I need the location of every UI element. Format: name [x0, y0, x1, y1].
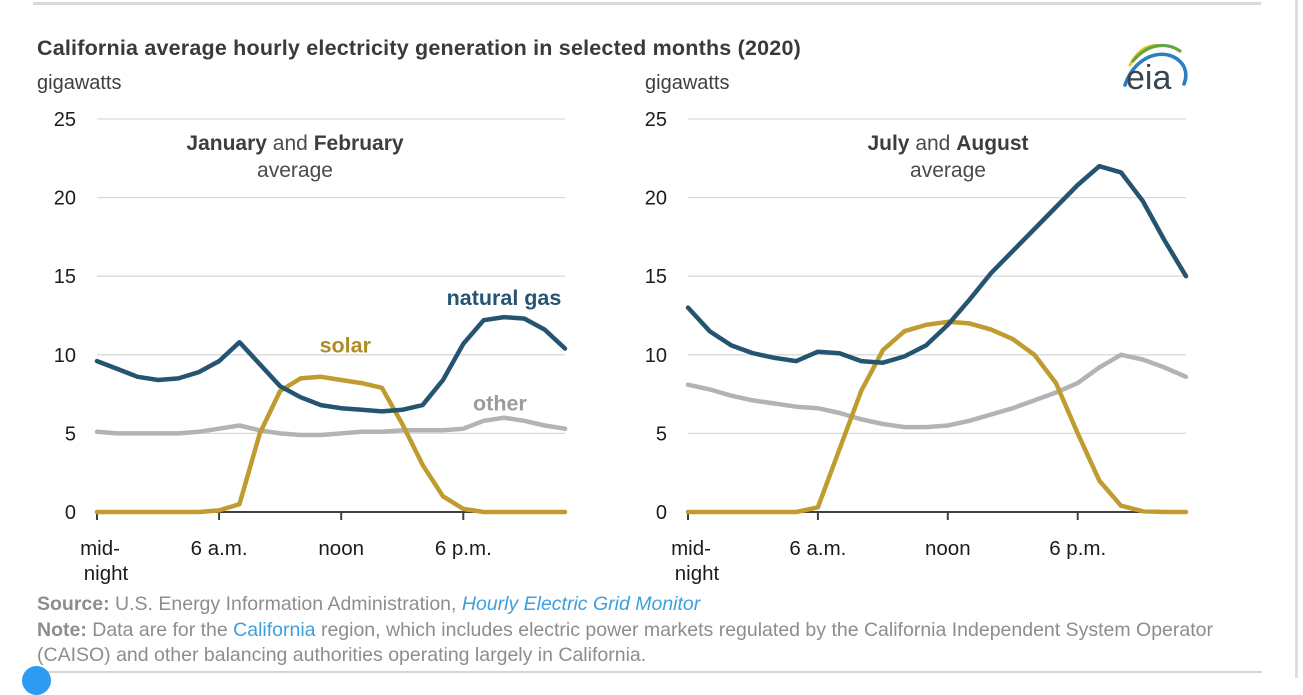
y-tick-label-5: 5	[656, 423, 667, 445]
footer: Source: U.S. Energy Information Administ…	[37, 592, 1269, 669]
x-tick-label-6-0: 6 a.m.	[191, 537, 248, 560]
y-tick-label-25: 25	[645, 109, 667, 131]
california-link[interactable]: California	[233, 618, 316, 641]
chart-july-august: 0 5 10 15 20 25 mid-night 6 a.m. noon 6 p.m. July…	[608, 105, 1228, 605]
series-label-solar: solar	[320, 333, 372, 357]
eia-logo: eia	[1120, 38, 1194, 98]
source-line: Source: U.S. Energy Information Administ…	[37, 592, 1269, 618]
note-line: Note: Data are for the California region…	[37, 618, 1269, 669]
subtitle-suffix: average	[257, 159, 333, 182]
page-right-border	[1295, 0, 1298, 678]
x-tick-label-12-0: noon	[318, 537, 364, 560]
y-tick-label-5: 5	[65, 423, 76, 445]
logo-text: eia	[1126, 59, 1171, 97]
x-tick-label-18-0: 6 p.m.	[435, 537, 492, 560]
series-label-other: other	[473, 392, 527, 416]
source-text: U.S. Energy Information Administration,	[109, 593, 462, 615]
series-line-solar	[94, 374, 568, 515]
page-title: California average hourly electricity ge…	[37, 36, 801, 60]
y-tick-label-15: 15	[54, 266, 76, 288]
subtitle-month-b: August	[956, 132, 1029, 155]
note-label: Note:	[37, 618, 87, 641]
logo-green-arc	[1131, 43, 1182, 63]
chart-subtitle: July and August average	[788, 130, 1108, 184]
y-tick-label-0: 0	[65, 502, 76, 524]
series-line-natural-gas	[94, 314, 568, 414]
x-tick-label-18-0: 6 p.m.	[1049, 537, 1106, 560]
subtitle-suffix: average	[910, 159, 986, 182]
chart-subtitle: January and February average	[135, 130, 455, 184]
y-tick-label-15: 15	[645, 266, 667, 288]
series-line-natural-gas	[685, 163, 1189, 365]
source-link[interactable]: Hourly Electric Grid Monitor	[461, 593, 701, 615]
chart-july-august-svg: 0 5 10 15 20 25 mid-night 6 a.m. noon 6 p.m.	[645, 109, 1189, 585]
x-tick-label-6-0: 6 a.m.	[789, 537, 846, 560]
subtitle-month-a: January	[186, 132, 267, 155]
y-tick-label-10: 10	[645, 345, 667, 367]
y-tick-label-20: 20	[645, 188, 667, 210]
chart-january-february-svg: 0 5 10 15 20 25 mid-night 6 a.m. noon 6 p.m. other…	[54, 109, 568, 585]
x-tick-label-0-1: night	[675, 562, 720, 585]
series-label-natural-gas: natural gas	[447, 286, 562, 310]
series-line-solar	[685, 319, 1189, 515]
card-top-border	[33, 2, 1261, 5]
series-line-other	[94, 415, 568, 438]
card-bottom-border	[33, 671, 1262, 673]
subtitle-joiner: and	[266, 132, 314, 155]
logo-blue-arc	[1123, 52, 1188, 87]
subtitle-month-b: February	[313, 132, 404, 155]
subtitle-joiner: and	[909, 132, 957, 155]
y-tick-label-25: 25	[54, 109, 76, 131]
note-text-pre: Data are for the	[86, 618, 234, 641]
subtitle-month-a: July	[867, 132, 910, 155]
x-tick-label-0-1: night	[84, 562, 129, 585]
x-tick-label-0-0: mid-	[80, 537, 120, 560]
y-axis-unit-right: gigawatts	[645, 72, 730, 94]
y-tick-label-0: 0	[656, 502, 667, 524]
series-line-other	[685, 352, 1189, 430]
source-label: Source:	[37, 593, 110, 615]
y-tick-label-20: 20	[54, 188, 76, 210]
x-tick-label-0-0: mid-	[671, 537, 711, 560]
y-axis-unit-left: gigawatts	[37, 72, 122, 94]
chart-january-february: 0 5 10 15 20 25 mid-night 6 a.m. noon 6 p.m. other…	[20, 105, 640, 605]
note-text-post: region, which includes electric power ma…	[37, 618, 1213, 667]
feedback-bubble-button[interactable]	[22, 666, 51, 695]
x-tick-label-12-0: noon	[925, 537, 971, 560]
y-tick-label-10: 10	[54, 345, 76, 367]
